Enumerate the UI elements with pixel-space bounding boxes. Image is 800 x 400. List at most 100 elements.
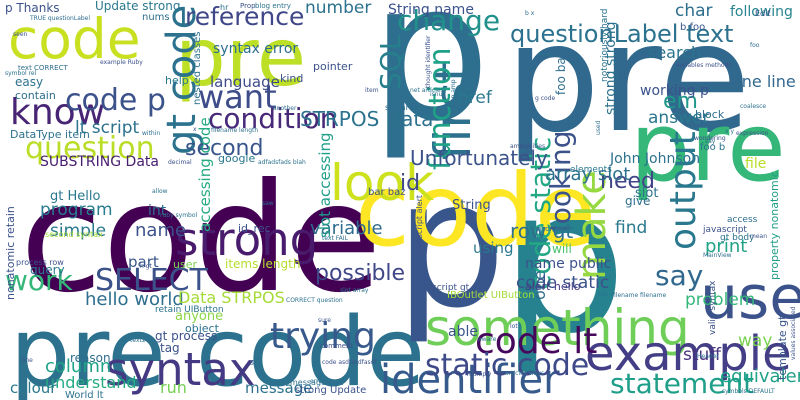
word-cloud-word: help	[165, 74, 189, 87]
word-cloud-word: template gt	[776, 315, 789, 380]
word-cloud-word: IBOutlet UIButton	[447, 290, 535, 301]
word-cloud-word: code asdfasdfasdf	[322, 359, 377, 366]
word-cloud-word: code	[8, 7, 141, 71]
word-cloud-word: array slot	[545, 164, 630, 185]
word-cloud-word: expression	[736, 130, 769, 137]
word-cloud-word: way	[738, 331, 772, 351]
word-cloud-word: used	[595, 120, 602, 135]
word-cloud-word: coalesce	[740, 103, 766, 110]
word-cloud-word: equivalent	[720, 366, 800, 387]
word-cloud-word: file	[745, 156, 766, 172]
word-cloud-word: lt script	[75, 118, 139, 138]
word-cloud-word: property nonatomic	[768, 171, 781, 280]
word-cloud-word: nonatomic retain	[4, 206, 17, 300]
word-cloud-word: simple	[50, 221, 106, 241]
word-cloud-word: scalar ref	[385, 103, 422, 112]
word-cloud-word: h gt	[140, 263, 153, 270]
word-cloud-word: search	[648, 43, 701, 62]
word-cloud-word: user	[173, 258, 197, 271]
word-cloud-word: question	[25, 131, 155, 166]
word-cloud-word: easy	[15, 75, 43, 89]
word-cloud-word: pre	[175, 11, 306, 104]
word-cloud-word: change	[397, 4, 500, 37]
word-cloud-word: items length	[225, 257, 300, 271]
word-cloud-word: find	[615, 218, 647, 238]
word-cloud-word: strong Update	[295, 385, 366, 396]
word-cloud-word: run	[160, 378, 187, 397]
word-cloud-word: able	[448, 324, 478, 340]
word-cloud-word: within	[142, 130, 160, 137]
word-cloud-word: access	[727, 215, 758, 225]
word-cloud-word: trying	[270, 316, 376, 357]
word-cloud-word: gt body	[720, 233, 755, 243]
word-cloud-word: condition	[208, 102, 337, 135]
word-cloud-word: Header	[697, 353, 719, 360]
word-cloud-word: id_rec	[238, 222, 271, 235]
word-cloud-word: id	[400, 171, 420, 196]
word-cloud-word: text FAIL	[322, 235, 349, 242]
word-cloud-word: one	[530, 270, 549, 300]
word-cloud-word: g code	[535, 95, 555, 102]
word-cloud-word: blog entry	[255, 2, 291, 10]
word-cloud-word: program	[40, 200, 113, 220]
word-cloud-word: decimal	[168, 159, 192, 166]
word-cloud-word: tell	[598, 291, 608, 298]
word-cloud-word: javascript	[702, 225, 747, 235]
word-cloud-word: SELECT	[95, 263, 209, 298]
word-cloud-word: values associated	[790, 306, 797, 360]
word-cloud-word: text CORRECT	[18, 64, 68, 72]
word-cloud-word: variables methods	[676, 62, 732, 69]
word-cloud-word: need	[600, 169, 655, 194]
word-cloud-word: symbols DEFAULT	[722, 388, 775, 395]
word-cloud-word: b foo	[680, 22, 705, 33]
word-cloud-word: process row	[16, 258, 64, 267]
word-cloud-word: gt process	[155, 329, 217, 343]
word-cloud-word: another	[273, 105, 297, 112]
word-cloud-word: p Thanks	[5, 1, 60, 15]
word-cloud-word: isnull	[430, 91, 446, 98]
word-cloud-word: row gt	[510, 219, 573, 243]
word-cloud-word: adfadsfads blah	[258, 159, 306, 166]
word-cloud-word: syntax	[105, 343, 255, 396]
word-cloud-word: foo bar	[554, 52, 568, 95]
word-cloud-word: give	[625, 194, 650, 208]
word-cloud-word: John Johnson	[609, 151, 700, 167]
word-cloud-word: elements	[570, 165, 612, 175]
word-cloud-word: possible	[315, 261, 405, 286]
word-cloud-word: want	[198, 78, 277, 116]
word-cloud-word: SUBSTRING Data	[40, 154, 159, 170]
word-cloud-word: saw	[262, 200, 274, 207]
word-cloud-word: bar baz	[368, 187, 406, 198]
word-cloud-word: notoriously hard	[600, 8, 610, 82]
word-cloud-word: amp amp	[450, 79, 457, 108]
word-cloud-word: message	[245, 379, 312, 397]
word-cloud-word: slot	[635, 186, 658, 201]
word-cloud-word: p	[370, 0, 491, 163]
word-cloud-word: statement	[610, 367, 754, 400]
word-cloud-word: STRPOS Data	[300, 107, 433, 131]
word-cloud-word: comment	[320, 342, 354, 350]
word-cloud-word: answer	[648, 108, 709, 128]
word-cloud-word: lot	[510, 323, 518, 330]
word-cloud-word: text2	[130, 337, 146, 344]
word-cloud-word: line	[22, 357, 33, 364]
word-cloud-word: x	[193, 126, 197, 133]
word-cloud-word: ruby symbol	[160, 212, 198, 219]
word-cloud-word: gt Hello	[50, 189, 100, 204]
word-cloud-word: thought identifier	[425, 35, 432, 88]
word-cloud-word: looking	[544, 130, 577, 232]
word-cloud-word: wondering	[694, 135, 726, 142]
word-cloud-word: make	[569, 170, 615, 280]
word-cloud-word: code static	[524, 137, 557, 290]
word-cloud-word: print	[705, 236, 747, 257]
word-cloud-word: second syntax	[45, 230, 103, 239]
word-cloud-word: pre	[505, 0, 751, 166]
word-cloud-word: something	[425, 299, 690, 357]
word-cloud-word: contain	[15, 89, 56, 102]
word-cloud-word: Update strong	[95, 0, 180, 13]
word-cloud-word: identifier	[380, 357, 560, 400]
word-cloud-word: following	[730, 4, 793, 20]
word-cloud-word: multiply	[467, 371, 492, 378]
